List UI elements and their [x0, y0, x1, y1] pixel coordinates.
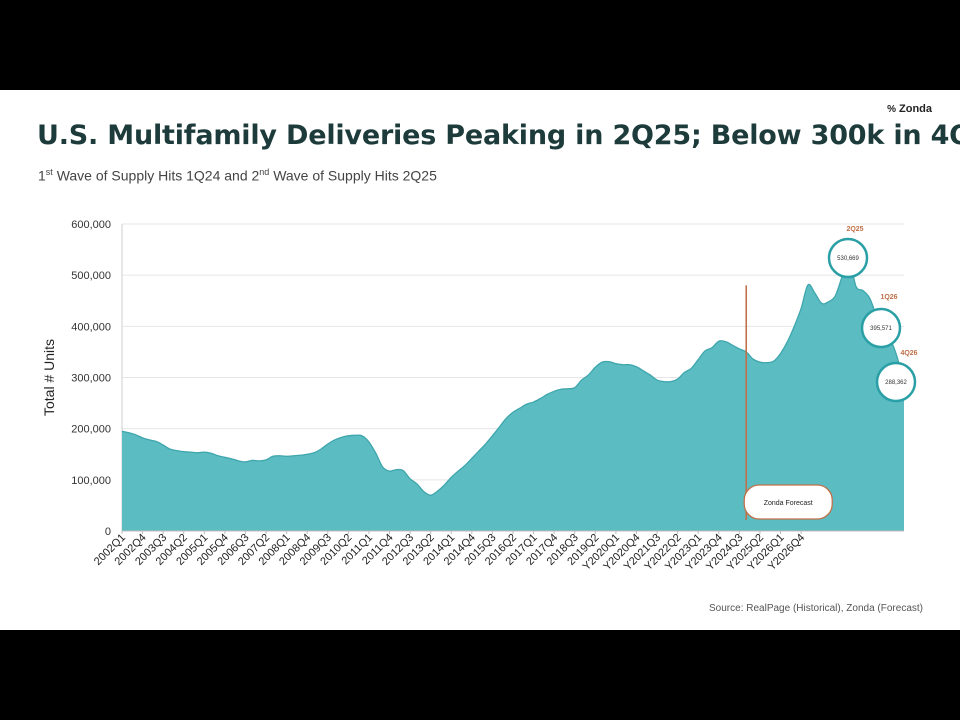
callout-quarter-label: 2Q25 [846, 226, 863, 233]
y-tick-label: 400,000 [71, 321, 111, 333]
callout-value-label: 395,571 [870, 326, 892, 332]
y-tick-label: 500,000 [71, 270, 111, 282]
y-tick-label: 100,000 [71, 475, 111, 487]
slide: % Zonda U.S. Multifamily Deliveries Peaki… [0, 90, 960, 630]
deliveries-line [121, 258, 905, 496]
callout-circle [875, 361, 917, 403]
y-tick-label: 300,000 [71, 373, 111, 385]
y-tick-label: 0 [105, 526, 111, 538]
forecast-label: Zonda Forecast [764, 500, 813, 507]
zonda-logo-icon: % [887, 104, 896, 115]
y-tick-label: 200,000 [71, 424, 111, 436]
page-subtitle: 1st Wave of Supply Hits 1Q24 and 2nd Wav… [38, 167, 437, 184]
callout-value-label: 288,362 [885, 380, 907, 386]
deliveries-area [122, 259, 904, 531]
callout-quarter-label: 1Q26 [880, 294, 897, 301]
callout-circle [860, 307, 902, 349]
zonda-logo-text: Zonda [899, 103, 932, 115]
callout-value-label: 530,669 [837, 256, 859, 262]
deliveries-area-chart: 0 100,000 200,000 300,000 400,000 500,000 600,… [41, 219, 918, 573]
source-note: Source: RealPage (Historical), Zonda (Fo… [709, 603, 923, 614]
y-tick-label: 600,000 [71, 219, 111, 231]
forecast-label-box [743, 484, 833, 520]
callout-quarter-label: 4Q26 [900, 350, 917, 357]
callout-circle [827, 237, 869, 279]
page-title: U.S. Multifamily Deliveries Peaking in 2… [37, 120, 960, 151]
y-axis-title: Total # Units [41, 339, 57, 416]
zonda-logo: % Zonda [887, 103, 932, 115]
